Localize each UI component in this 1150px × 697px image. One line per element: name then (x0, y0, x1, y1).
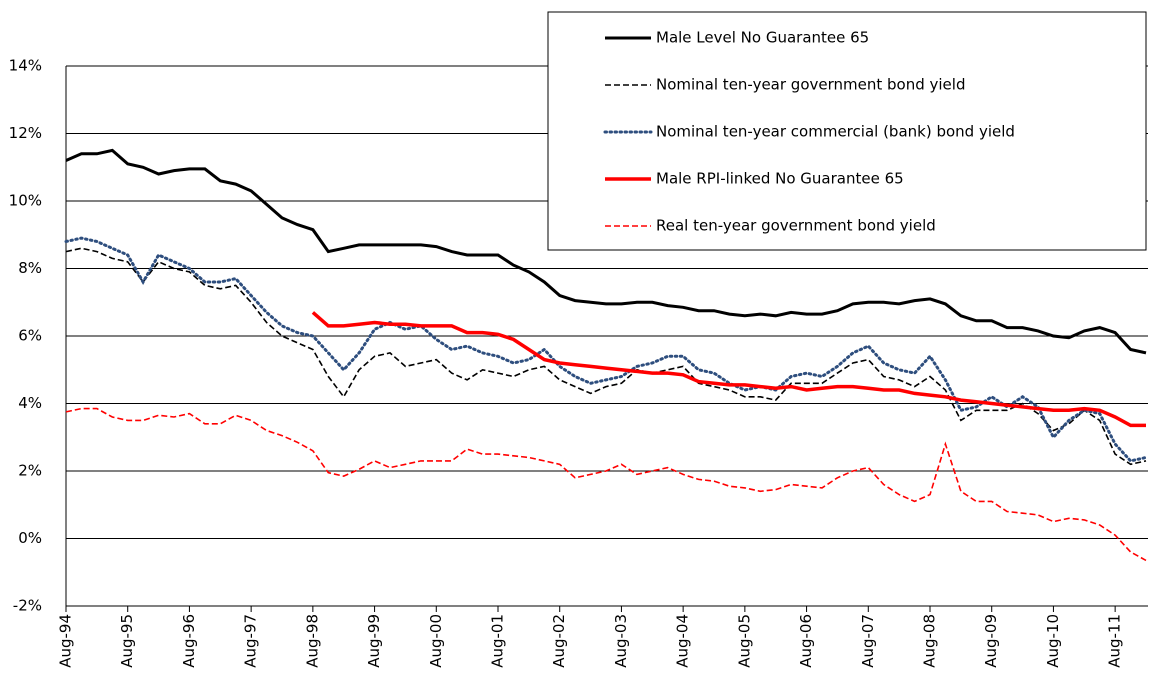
series-line (65, 247, 1147, 466)
y-tick-label: -2% (13, 597, 42, 615)
series-line (64, 236, 1148, 463)
y-tick-label: 6% (18, 327, 42, 345)
x-tick-label: Aug-99 (365, 614, 383, 668)
legend-label: Male RPI-linked No Guarantee 65 (656, 170, 904, 188)
x-tick-label: Aug-01 (489, 614, 507, 668)
x-tick-label: Aug-97 (242, 614, 260, 668)
x-tick-label: Aug-04 (674, 614, 692, 668)
y-tick-label: 12% (9, 124, 42, 142)
x-tick-label: Aug-11 (1106, 614, 1124, 668)
x-tick-label: Aug-10 (1044, 614, 1062, 668)
x-tick-label: Aug-02 (550, 614, 568, 668)
y-tick-label: 2% (18, 462, 42, 480)
series-line (65, 407, 1147, 562)
y-tick-label: 14% (9, 57, 42, 75)
x-tick-label: Aug-98 (303, 614, 321, 668)
series-line (65, 148, 1147, 355)
legend-box (547, 11, 1147, 251)
legend-label: Male Level No Guarantee 65 (656, 29, 869, 47)
x-tick-label: Aug-96 (180, 614, 198, 668)
y-tick-label: 10% (9, 192, 42, 210)
x-tick-label: Aug-07 (859, 614, 877, 668)
legend-label: Nominal ten-year commercial (bank) bond … (656, 123, 1015, 141)
y-tick-label: 0% (18, 529, 42, 547)
x-tick-label: Aug-08 (921, 614, 939, 668)
legend-label: Nominal ten-year government bond yield (656, 76, 965, 94)
x-tick-label: Aug-00 (427, 614, 445, 668)
y-tick-label: 8% (18, 259, 42, 277)
x-tick-label: Aug-06 (797, 614, 815, 668)
series-line (311, 311, 1146, 428)
legend-label: Real ten-year government bond yield (656, 217, 936, 235)
x-tick-label: Aug-03 (612, 614, 630, 668)
x-tick-label: Aug-94 (57, 614, 75, 668)
x-tick-label: Aug-95 (118, 614, 136, 668)
x-tick-label: Aug-05 (735, 614, 753, 668)
y-tick-label: 4% (18, 394, 42, 412)
x-tick-label: Aug-09 (982, 614, 1000, 668)
